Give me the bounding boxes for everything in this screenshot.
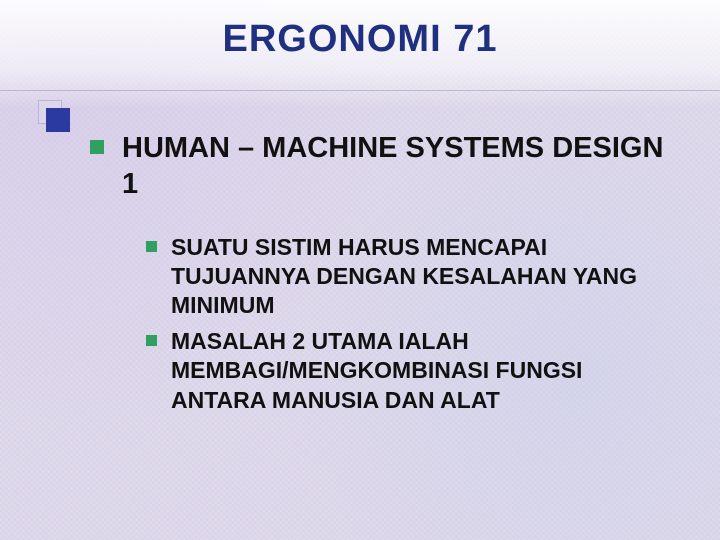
bullet-level1-item: HUMAN – MACHINE SYSTEMS DESIGN 1 bbox=[90, 130, 670, 203]
bullet-level2-text: SUATU SISTIM HARUS MENCAPAI TUJUANNYA DE… bbox=[171, 233, 670, 321]
square-bullet-icon bbox=[90, 140, 104, 154]
corner-accent bbox=[38, 106, 66, 134]
slide-title: ERGONOMI 71 bbox=[0, 18, 720, 61]
title-underline bbox=[0, 90, 720, 91]
slide-body: HUMAN – MACHINE SYSTEMS DESIGN 1 SUATU S… bbox=[90, 130, 670, 510]
bullet-level1-text: HUMAN – MACHINE SYSTEMS DESIGN 1 bbox=[122, 130, 670, 203]
corner-accent-dark bbox=[46, 108, 70, 132]
bullet-level2-item: MASALAH 2 UTAMA IALAH MEMBAGI/MENGKOMBIN… bbox=[146, 327, 670, 415]
square-bullet-icon bbox=[146, 335, 157, 346]
bullet-level2-item: SUATU SISTIM HARUS MENCAPAI TUJUANNYA DE… bbox=[146, 233, 670, 321]
square-bullet-icon bbox=[146, 241, 157, 252]
bullet-level2-text: MASALAH 2 UTAMA IALAH MEMBAGI/MENGKOMBIN… bbox=[171, 327, 670, 415]
bullet-level2-group: SUATU SISTIM HARUS MENCAPAI TUJUANNYA DE… bbox=[146, 233, 670, 416]
